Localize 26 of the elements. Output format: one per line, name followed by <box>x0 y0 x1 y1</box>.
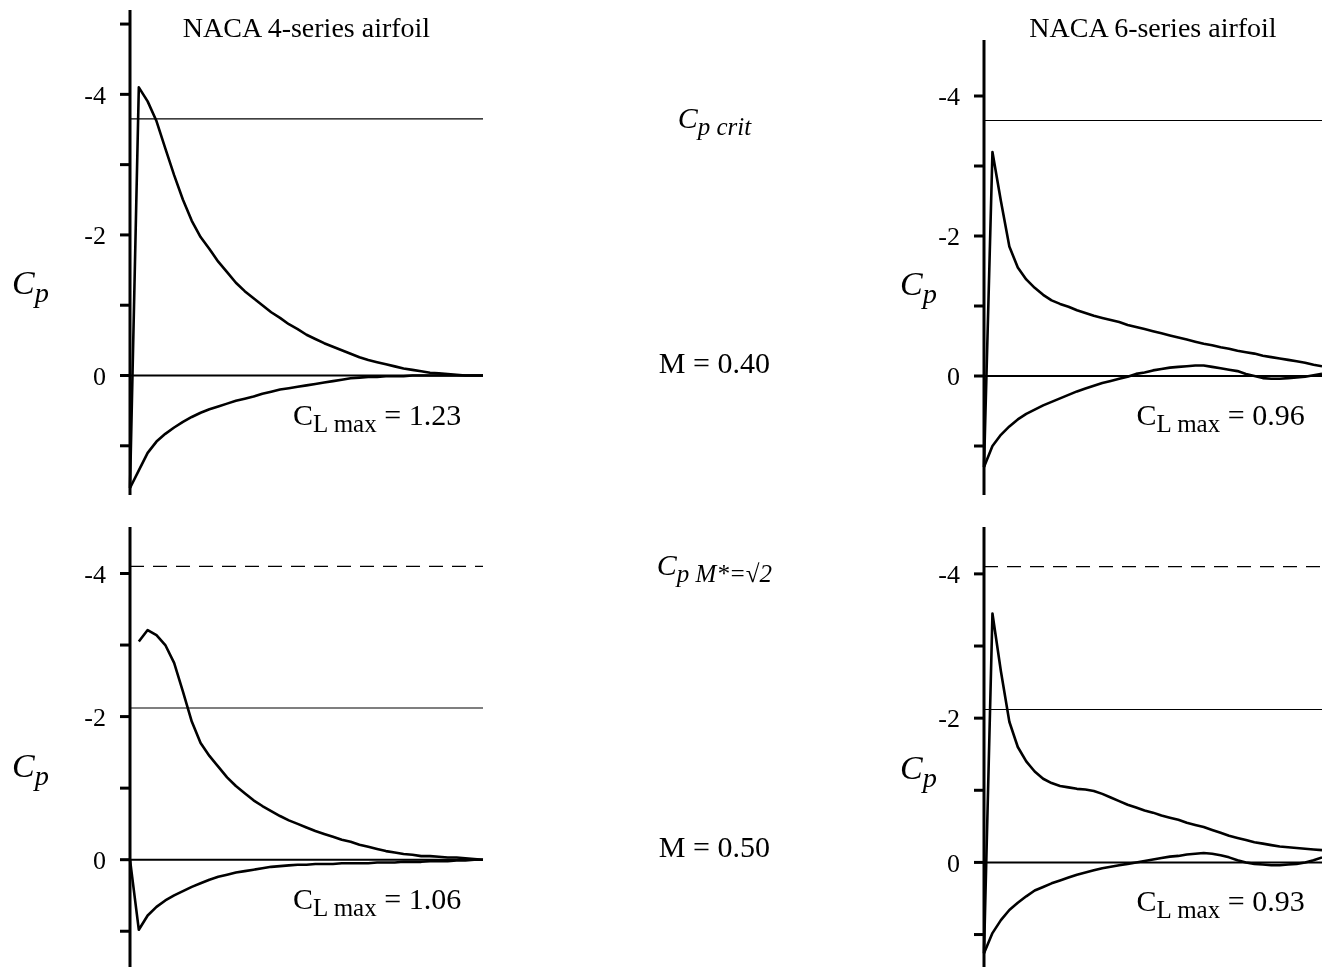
y-tick-label: -2 <box>938 704 960 734</box>
chart-title: NACA 4-series airfoil <box>182 12 431 44</box>
annotation: C$_{L max}$ = 0.96 <box>1136 398 1305 438</box>
y-tick-label: 0 <box>947 848 960 878</box>
y-tick-label: 0 <box>947 362 960 392</box>
annotation: C$_{L max}$ = 1.06 <box>293 881 462 922</box>
y-tick-label: -4 <box>84 80 106 110</box>
y-tick-label: -4 <box>938 560 960 590</box>
text: M = 0.50 <box>658 829 770 864</box>
annotation: C$_{L max}$ = 0.93 <box>1136 884 1305 925</box>
annotation: C$_{L max}$ = 1.23 <box>293 397 462 438</box>
ref-line-label: C$_{p M*=√2}$ <box>656 548 772 589</box>
y-tick-label: -4 <box>938 82 960 112</box>
text: M = 0.40 <box>658 345 770 380</box>
y-tick-label: 0 <box>93 845 106 875</box>
ref-line-label: C$_{p crit}$ <box>677 100 752 141</box>
chart-title: NACA 6-series airfoil <box>1029 12 1277 44</box>
y-tick-label: 0 <box>93 361 106 391</box>
y-axis-title: C$_{p}$ <box>12 746 49 792</box>
y-tick-label: -2 <box>84 702 106 732</box>
y-axis-title: C$_{p}$ <box>900 265 937 310</box>
y-axis-title: C$_{p}$ <box>900 748 937 794</box>
y-tick-label: -4 <box>84 559 106 589</box>
y-tick-label: -2 <box>84 221 106 251</box>
y-tick-label: -2 <box>938 222 960 252</box>
y-axis-title: C$_{p}$ <box>12 264 49 309</box>
